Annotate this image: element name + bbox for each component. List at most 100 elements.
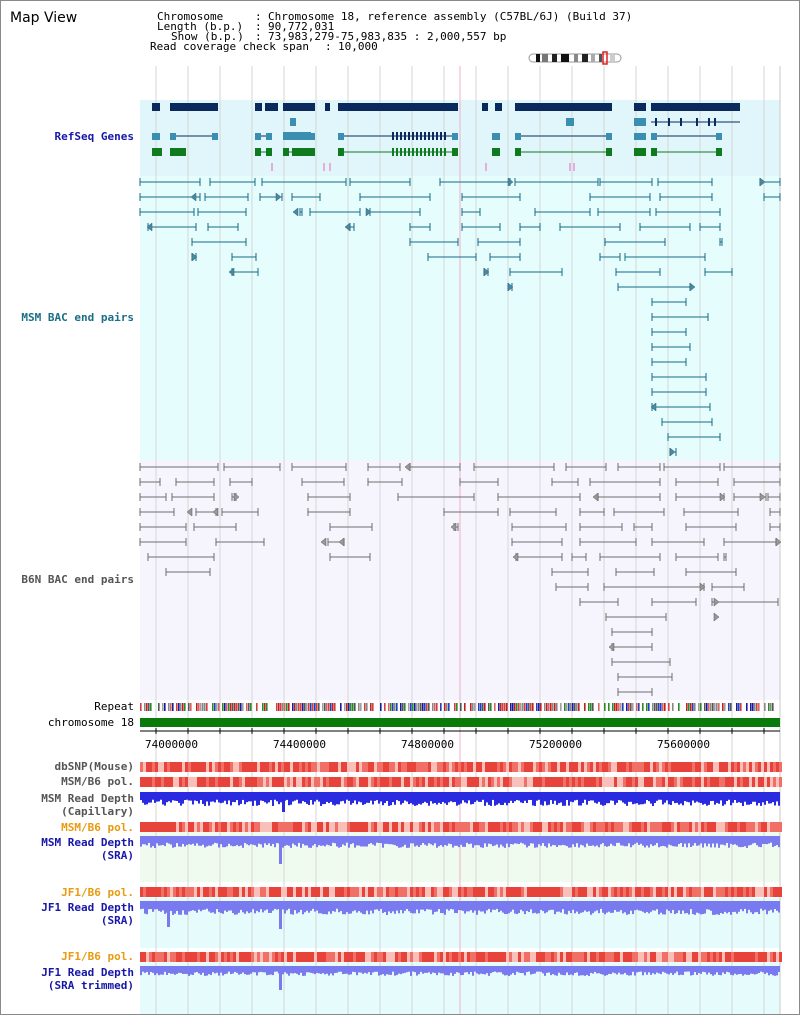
msm-sra-depth-bar (248, 836, 250, 846)
msm-sra-depth-bar (326, 836, 328, 845)
msm-b6-polymorphism-density (230, 822, 233, 832)
jf1-b6-polymorphism-density (737, 952, 740, 962)
track-label-msm-read-depth-capillary[interactable]: MSM Read Depth (41, 792, 134, 805)
jf1-b6-polymorphism-density (521, 887, 524, 897)
msm-sra-depth-bar (340, 836, 342, 847)
jf1-sra-depth-bar (760, 901, 762, 909)
dbsnp-density (392, 762, 395, 772)
gene-exon (404, 132, 406, 140)
jf1-sra-depth-bar (596, 901, 598, 911)
jf1-b6-polymorphism-density (257, 887, 260, 897)
repeat-element (278, 703, 280, 711)
msm-sra-depth-bar (192, 836, 194, 844)
jf1-b6-polymorphism-density (158, 887, 161, 897)
msm-capillary-depth-bar (612, 792, 614, 801)
repeat-element (756, 703, 758, 711)
jf1-sra-depth-bar (606, 901, 608, 913)
track-label-msm-b6-pol-2[interactable]: MSM/B6 pol. (61, 821, 134, 834)
msm-capillary-depth-bar (332, 792, 334, 805)
track-label-repeat[interactable]: Repeat (94, 700, 134, 713)
repeat-element (520, 703, 522, 711)
track-label-jf1-b6-pol-2[interactable]: JF1/B6 pol. (61, 950, 134, 963)
track-label-jf1-read-depth-trimmed[interactable]: JF1 Read Depth (41, 966, 134, 979)
repeat-element (196, 703, 198, 711)
dbsnp-density (593, 762, 596, 772)
jf1-trimmed-depth-bar (454, 966, 456, 974)
jf1-b6-polymorphism-density (356, 887, 359, 897)
jf1-b6-polymorphism-density (182, 952, 185, 962)
msm-sra-depth-bar (716, 836, 718, 844)
msm-b6-polymorphism-density (443, 822, 446, 832)
msm-b6-polymorphism-density (590, 777, 593, 787)
msm-sra-depth-bar (494, 836, 496, 846)
msm-capillary-depth-bar (360, 792, 362, 803)
dbsnp-density (443, 762, 446, 772)
msm-capillary-depth-bar (364, 792, 366, 805)
track-label-jf1-b6-pol-1[interactable]: JF1/B6 pol. (61, 886, 134, 899)
track-label-msm-bac[interactable]: MSM BAC end pairs (21, 311, 134, 324)
repeat-element (746, 703, 748, 711)
jf1-b6-polymorphism-density (569, 887, 572, 897)
msm-b6-polymorphism-density (269, 777, 272, 787)
jf1-b6-polymorphism-density (722, 887, 725, 897)
msm-b6-polymorphism-density (527, 822, 530, 832)
jf1-b6-polymorphism-density (506, 887, 509, 897)
msm-capillary-depth-bar (366, 792, 368, 803)
jf1-sra-depth-bar (244, 901, 246, 914)
dbsnp-density (395, 762, 398, 772)
msm-b6-polymorphism-density (446, 777, 449, 787)
track-label-refseq-genes[interactable]: RefSeq Genes (54, 130, 134, 143)
track-label-msm-b6-pol-1[interactable]: MSM/B6 pol. (61, 775, 134, 788)
msm-sra-depth-bar (588, 836, 590, 846)
repeat-element (668, 703, 670, 711)
dbsnp-density (518, 762, 521, 772)
jf1-sra-depth-bar (722, 901, 724, 914)
chromosome-ideogram[interactable] (528, 51, 624, 65)
track-label-b6n-bac[interactable]: B6N BAC end pairs (21, 573, 134, 586)
jf1-b6-polymorphism-density (326, 887, 329, 897)
jf1-trimmed-depth-bar (150, 966, 152, 972)
track-label-chromosome[interactable]: chromosome 18 (47, 716, 134, 729)
jf1-trimmed-depth-bar (264, 966, 266, 973)
jf1-trimmed-depth-bar (530, 966, 532, 975)
dbsnp-density (764, 762, 767, 772)
msm-sra-depth-bar (178, 836, 180, 847)
jf1-b6-polymorphism-density (245, 952, 248, 962)
msm-capillary-depth-bar (490, 792, 492, 806)
jf1-b6-polymorphism-density (770, 952, 773, 962)
track-label-msm-read-depth-sra[interactable]: MSM Read Depth (41, 836, 134, 849)
msm-capillary-depth-bar (744, 792, 746, 802)
jf1-b6-polymorphism-density (629, 952, 632, 962)
jf1-b6-polymorphism-density (530, 887, 533, 897)
jf1-trimmed-depth-bar (380, 966, 382, 975)
msm-sra-depth-bar (672, 836, 674, 847)
track-label-jf1-read-depth-sra[interactable]: JF1 Read Depth (41, 901, 134, 914)
jf1-sra-depth-bar (746, 901, 748, 914)
msm-capillary-depth-bar (754, 792, 756, 802)
jf1-trimmed-depth-bar (402, 966, 404, 974)
track-label-dbsnp[interactable]: dbSNP(Mouse) (54, 760, 134, 773)
msm-b6-polymorphism-density (518, 777, 521, 787)
msm-sra-depth-bar (704, 836, 706, 844)
msm-b6-polymorphism-density (212, 822, 215, 832)
jf1-b6-polymorphism-density (611, 887, 614, 897)
jf1-sra-depth-bar (688, 901, 690, 915)
msm-b6-polymorphism-density (407, 822, 410, 832)
msm-sra-depth-bar (564, 836, 566, 846)
msm-sra-depth-bar (432, 836, 434, 846)
msm-capillary-depth-bar (160, 792, 162, 800)
msm-b6-polymorphism-density (776, 822, 779, 832)
jf1-trimmed-depth-bar (560, 966, 562, 975)
jf1-sra-depth-bar (270, 901, 272, 913)
jf1-sra-depth-bar (400, 901, 402, 911)
jf1-sra-depth-bar (252, 901, 254, 910)
jf1-trimmed-depth-bar (692, 966, 694, 975)
dbsnp-density (356, 762, 359, 772)
jf1-b6-polymorphism-density (719, 887, 722, 897)
msm-capillary-depth-bar (574, 792, 576, 801)
jf1-sra-depth-bar (162, 901, 164, 911)
dbsnp-density (665, 762, 668, 772)
msm-sra-depth-bar (176, 836, 178, 844)
msm-b6-polymorphism-density (185, 822, 188, 832)
